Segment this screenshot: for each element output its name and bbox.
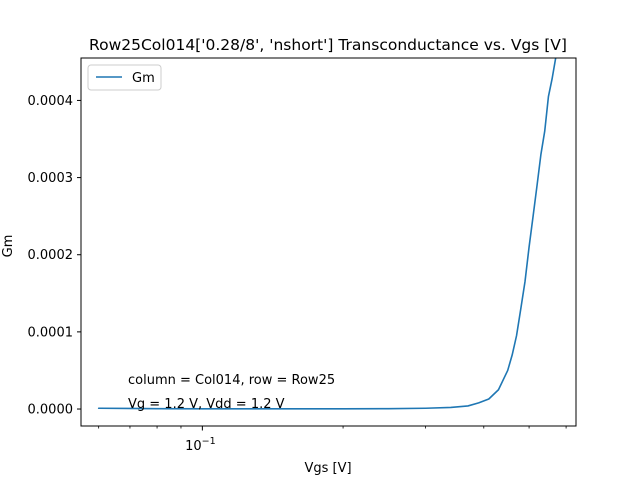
chart-title: Row25Col014['0.28/8', 'nshort'] Transcon…	[89, 36, 567, 54]
legend: Gm	[87, 64, 162, 91]
legend-box	[87, 64, 162, 91]
y-tick-label: 0.0004	[28, 94, 74, 109]
y-tick-label: 0.0001	[28, 325, 74, 340]
y-tick-label: 0.0000	[28, 403, 74, 418]
x-axis-label: Vgs [V]	[304, 461, 351, 476]
annotation-voltages: Vg = 1.2 V, Vdd = 1.2 V	[128, 397, 285, 412]
series-line-gm	[97, 58, 557, 410]
y-tick-label: 0.0002	[28, 248, 74, 263]
legend-label-gm: Gm	[132, 71, 155, 86]
x-tick-label-exponent: −1	[202, 436, 216, 447]
y-axis-ticks: 0.0000 0.0001 0.0002 0.0003 0.0004	[28, 94, 81, 418]
y-tick-label: 0.0003	[28, 171, 74, 186]
y-axis-label: Gm	[1, 235, 16, 258]
annotation-column-row: column = Col014, row = Row25	[128, 373, 335, 388]
plot-data-group	[97, 58, 557, 410]
plot-area-frame	[80, 57, 577, 427]
